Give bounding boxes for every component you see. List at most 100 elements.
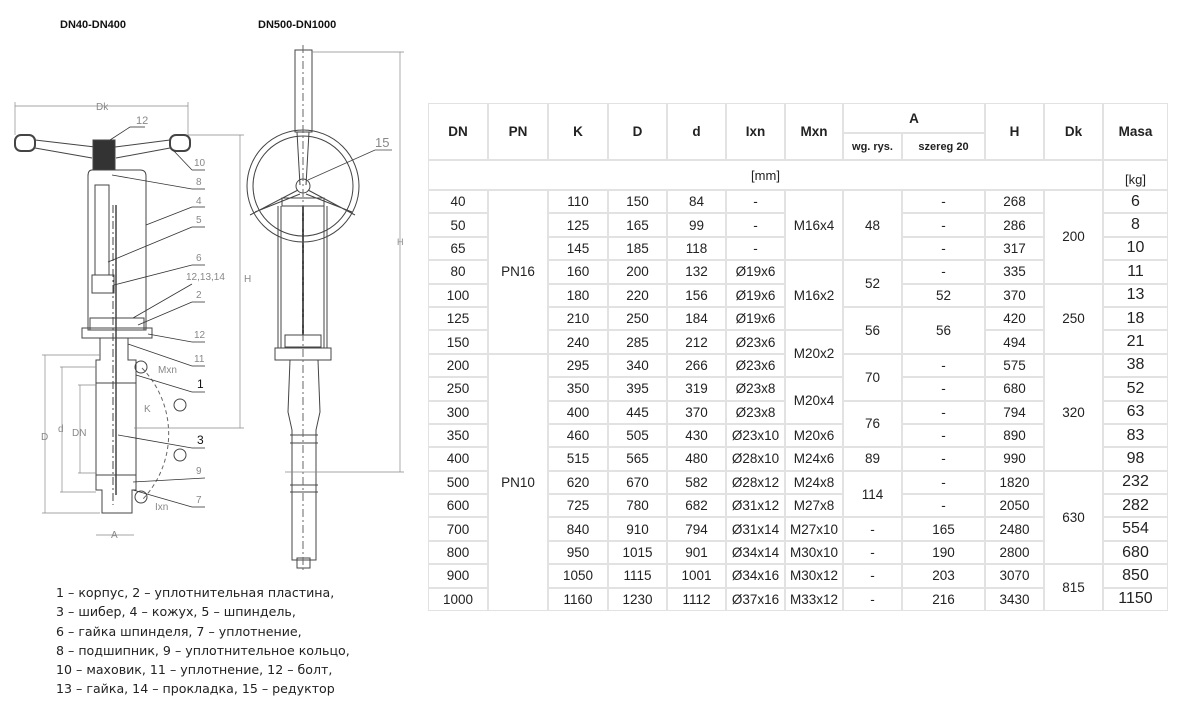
table-row: 100 180 220 156 Ø19x6 52 370 250 13 [428, 283, 1168, 354]
cell-ixn: Ø28x10 [726, 447, 785, 471]
header-dn: DN [428, 103, 488, 160]
table-body: 40 PN16 110 150 84- M16x4 48-268 200 6 50 125 165 99… [428, 190, 1168, 612]
cell-k: 350 [548, 377, 608, 401]
cell-dk: 250 [1044, 283, 1103, 354]
cell-h: 2050 [985, 494, 1044, 518]
part-label: 12 [136, 115, 148, 127]
cell-masa: 282 [1103, 494, 1168, 518]
cell-ixn: Ø19x6 [726, 283, 785, 307]
legend-line: 1 – корпус, 2 – уплотнительная пластина, [56, 585, 335, 600]
legend-line: 3 – шибер, 4 – кожух, 5 – шпиндель, [56, 604, 296, 620]
cell-masa: 18 [1103, 306, 1168, 331]
cell-mxn: M33x12 [785, 587, 843, 612]
cell-d-outer: 250 [608, 306, 667, 331]
cell-k: 1050 [548, 564, 608, 588]
dim-label-a: A [111, 530, 118, 541]
dim-label-ixn: Ixn [155, 502, 168, 513]
cell-ixn: Ø19x6 [726, 260, 785, 284]
part-label: 6 [196, 253, 202, 264]
dim-label-dn: DN [72, 428, 86, 439]
cell-a-szereg-20: - [902, 400, 985, 424]
cell-d: 682 [667, 494, 726, 518]
cell-mxn: M27x8 [785, 494, 843, 518]
cell-masa: 6 [1103, 190, 1168, 214]
cell-mxn: M24x6 [785, 447, 843, 471]
cell-masa: 63 [1103, 400, 1168, 424]
cell-ixn: - [726, 236, 785, 261]
cell-a-szereg-20: - [902, 213, 985, 237]
cell-a-szereg-20: 216 [902, 587, 985, 612]
dim-label-d-outer: D [41, 432, 48, 443]
cell-a-wg-rys: - [843, 587, 902, 612]
handwheel-hub [92, 139, 116, 171]
cell-a-szereg-20: - [902, 447, 985, 471]
cell-masa: 83 [1103, 423, 1168, 448]
cell-d-outer: 565 [608, 447, 667, 471]
left-drawing-labels: Dk H D d DN A K Mxn Ixn 12 10 8 4 5 6 12… [41, 102, 251, 541]
header-a: A [843, 103, 985, 133]
units-kg: [kg] [1103, 160, 1168, 190]
right-valve-drawing [246, 45, 404, 572]
table-row: 500 620 670 582 Ø28x12 M24x8 114-1820 630 232 [428, 470, 1168, 565]
cell-mxn: M20x2 [785, 330, 843, 378]
cell-h: 1820 [985, 470, 1044, 495]
parts-legend: 1 – корпус, 2 – уплотнительная пластина,… [56, 583, 350, 699]
table-row: 600 725 780 682 Ø31x12 M27x8 -2050 282 [428, 494, 1168, 518]
cell-masa: 52 [1103, 377, 1168, 401]
cell-ixn: Ø23x8 [726, 400, 785, 424]
table-row: 125 210 250 184 Ø19x6 56 56 420 18 [428, 306, 1168, 354]
cell-masa: 98 [1103, 447, 1168, 471]
cell-d-outer: 670 [608, 470, 667, 495]
cell-d: 370 [667, 400, 726, 424]
cell-k: 725 [548, 494, 608, 518]
cell-a-szereg-20: - [902, 190, 985, 214]
legend-line: 6 – гайка шпинделя, 7 – уплотнение, [56, 623, 302, 639]
cell-d-outer: 220 [608, 283, 667, 307]
cell-h: 268 [985, 190, 1044, 214]
cell-d-outer: 150 [608, 190, 667, 214]
cell-d-outer: 1015 [608, 540, 667, 565]
cell-ixn: Ø37x16 [726, 587, 785, 612]
header-a-wg-rys: wg. rys. [843, 133, 902, 160]
cell-a-wg-rys: 70 [843, 353, 902, 401]
cell-a-szereg-20: 56 [902, 306, 985, 354]
cell-h: 680 [985, 377, 1044, 401]
cell-ixn: Ø31x14 [726, 517, 785, 541]
dimensions-table: DN PN K D d Ixn Mxn A H Dk Masa wg. rys.… [428, 103, 1168, 612]
cell-a-szereg-20: - [902, 236, 985, 261]
cell-d: 266 [667, 353, 726, 378]
cell-d-outer: 780 [608, 494, 667, 518]
cell-h: 3430 [985, 587, 1044, 612]
cell-masa: 680 [1103, 540, 1168, 565]
dim-label-d-inner: d [58, 424, 64, 435]
cell-mxn: M30x12 [785, 564, 843, 588]
cell-k: 210 [548, 306, 608, 331]
cell-a-wg-rys: 48 [843, 190, 902, 261]
cell-masa: 554 [1103, 517, 1168, 541]
cell-h: 990 [985, 447, 1044, 471]
dim-label-h: H [244, 274, 251, 285]
cell-ixn: Ø23x6 [726, 330, 785, 354]
part-label: 12 [194, 330, 206, 341]
cell-ixn: Ø31x12 [726, 494, 785, 518]
part-label: 10 [194, 158, 206, 169]
right-drawing-labels: 15 H [375, 135, 404, 247]
cell-h: 2480 [985, 517, 1044, 541]
cell-k: 620 [548, 470, 608, 495]
cell-d: 184 [667, 306, 726, 331]
cell-dn: 50 [428, 213, 488, 237]
cell-ixn: Ø28x12 [726, 470, 785, 495]
cell-a-szereg-20: 165 [902, 517, 985, 541]
cell-d-outer: 505 [608, 423, 667, 448]
cell-d: 582 [667, 470, 726, 495]
table-row: 350 460 505 430 Ø23x10 M20x6 -890 83 [428, 423, 1168, 448]
header-d: d [667, 103, 726, 160]
cell-ixn: Ø23x8 [726, 377, 785, 401]
cell-dn: 400 [428, 447, 488, 471]
cell-dk: 630 [1044, 470, 1103, 565]
dim-label-k: K [144, 404, 151, 415]
cell-dn: 900 [428, 564, 488, 588]
cell-k: 145 [548, 236, 608, 261]
cell-dn: 1000 [428, 587, 488, 612]
cell-k: 240 [548, 330, 608, 354]
